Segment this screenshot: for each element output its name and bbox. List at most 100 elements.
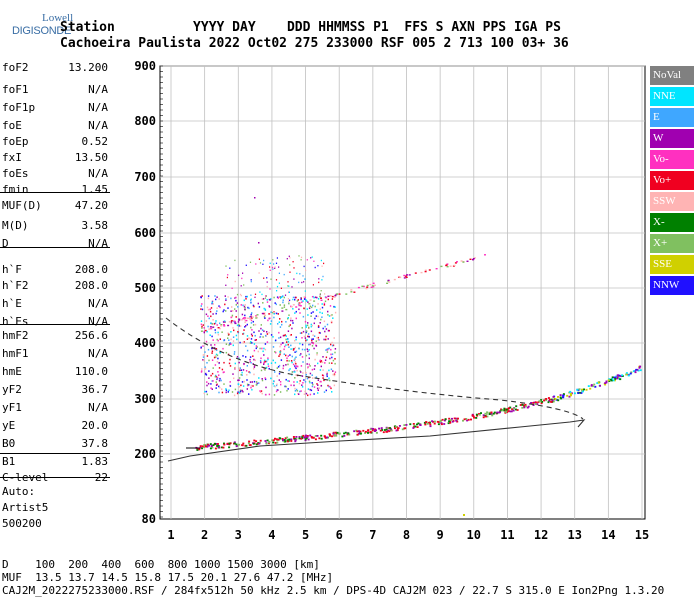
echo-point bbox=[329, 295, 332, 297]
echo-point bbox=[208, 359, 210, 362]
echo-point bbox=[287, 298, 289, 300]
echo-point bbox=[332, 370, 334, 372]
echo-point bbox=[263, 277, 265, 279]
echo-point bbox=[206, 362, 208, 364]
echo-point bbox=[288, 285, 290, 287]
echo-point bbox=[215, 298, 217, 301]
echo-point bbox=[269, 299, 271, 301]
echo-point bbox=[424, 270, 427, 273]
echo-point bbox=[225, 351, 228, 354]
logo-line1: Lowell bbox=[42, 12, 74, 24]
echo-point bbox=[263, 259, 265, 262]
echo-point bbox=[223, 339, 225, 342]
echo-point bbox=[306, 308, 308, 310]
echo-point bbox=[222, 310, 224, 313]
echo-point bbox=[299, 390, 301, 393]
echo-point bbox=[259, 347, 261, 350]
echo-point bbox=[204, 329, 207, 332]
echo-point bbox=[290, 384, 292, 387]
param-key: B0 bbox=[2, 437, 16, 450]
echo-point bbox=[408, 274, 411, 276]
echo-point bbox=[253, 365, 256, 367]
echo-point bbox=[266, 331, 268, 333]
echo-point bbox=[328, 369, 330, 372]
y-tick-label: 400 bbox=[134, 336, 156, 350]
echo-point bbox=[210, 322, 212, 324]
echo-point bbox=[217, 445, 220, 447]
echo-point bbox=[294, 298, 296, 301]
echo-point bbox=[424, 423, 427, 426]
echo-point bbox=[276, 441, 279, 444]
echo-point bbox=[456, 420, 459, 423]
echo-point bbox=[231, 306, 233, 308]
echo-point bbox=[218, 446, 221, 449]
echo-point bbox=[304, 298, 306, 300]
echo-point bbox=[238, 379, 240, 381]
echo-point bbox=[440, 265, 443, 268]
echo-point bbox=[298, 303, 301, 305]
echo-point bbox=[272, 346, 275, 348]
echo-point bbox=[321, 361, 324, 364]
echo-point bbox=[226, 276, 228, 279]
echo-point bbox=[261, 329, 264, 331]
echo-point bbox=[621, 374, 624, 377]
echo-point bbox=[286, 341, 288, 343]
echo-point bbox=[369, 431, 372, 433]
echo-point bbox=[313, 260, 315, 262]
echo-point bbox=[249, 356, 252, 358]
echo-point bbox=[211, 388, 213, 390]
echo-point bbox=[234, 321, 236, 324]
echo-point bbox=[245, 319, 248, 322]
echo-point bbox=[247, 317, 249, 319]
echo-point bbox=[224, 320, 226, 323]
echo-point bbox=[251, 317, 253, 319]
echo-point bbox=[490, 411, 493, 414]
echo-point bbox=[242, 369, 245, 371]
param-key: MUF(D) bbox=[2, 199, 42, 212]
echo-point bbox=[254, 359, 256, 362]
legend-item-vo: Vo+ bbox=[650, 171, 694, 190]
echo-point bbox=[235, 310, 237, 312]
echo-point bbox=[306, 436, 309, 438]
legend-item-noval: NoVal bbox=[650, 66, 694, 85]
echo-point bbox=[512, 409, 515, 412]
echo-point bbox=[211, 302, 213, 305]
echo-point bbox=[211, 372, 214, 375]
echo-point bbox=[463, 418, 466, 421]
echo-point bbox=[326, 349, 329, 351]
echo-point bbox=[273, 394, 276, 396]
echo-point bbox=[263, 347, 265, 350]
echo-point bbox=[228, 344, 230, 346]
echo-point bbox=[272, 439, 275, 442]
echo-point bbox=[218, 385, 220, 388]
echo-point bbox=[250, 280, 252, 283]
echo-point bbox=[505, 408, 508, 411]
echo-point bbox=[202, 359, 204, 361]
param-value: 47.20 bbox=[74, 199, 108, 212]
echo-point bbox=[515, 405, 518, 408]
echo-point bbox=[234, 259, 236, 262]
echo-point bbox=[214, 364, 217, 366]
echo-point bbox=[313, 368, 316, 370]
echo-point bbox=[311, 306, 313, 309]
echo-point bbox=[599, 384, 601, 387]
param-value: N/A bbox=[88, 297, 108, 310]
echo-point bbox=[279, 296, 281, 298]
param-key: foEp bbox=[2, 135, 29, 148]
param-row-hme: hmE 110.0 bbox=[2, 363, 108, 381]
echo-point bbox=[232, 373, 234, 375]
echo-point bbox=[616, 374, 619, 377]
echo-point bbox=[317, 325, 320, 327]
echo-point bbox=[611, 379, 613, 382]
echo-point bbox=[316, 383, 318, 385]
echo-point bbox=[246, 379, 248, 381]
echo-point bbox=[547, 401, 550, 404]
echo-point bbox=[417, 422, 420, 425]
echo-point bbox=[507, 410, 510, 412]
param-row-md: M(D) 3.58 bbox=[2, 217, 108, 235]
echo-point bbox=[301, 435, 304, 438]
footer: D 100 200 400 600 800 1000 1500 3000 [km… bbox=[2, 558, 664, 597]
echo-point bbox=[258, 306, 261, 308]
y-tick-label: 700 bbox=[134, 170, 156, 184]
echo-point bbox=[428, 269, 431, 271]
